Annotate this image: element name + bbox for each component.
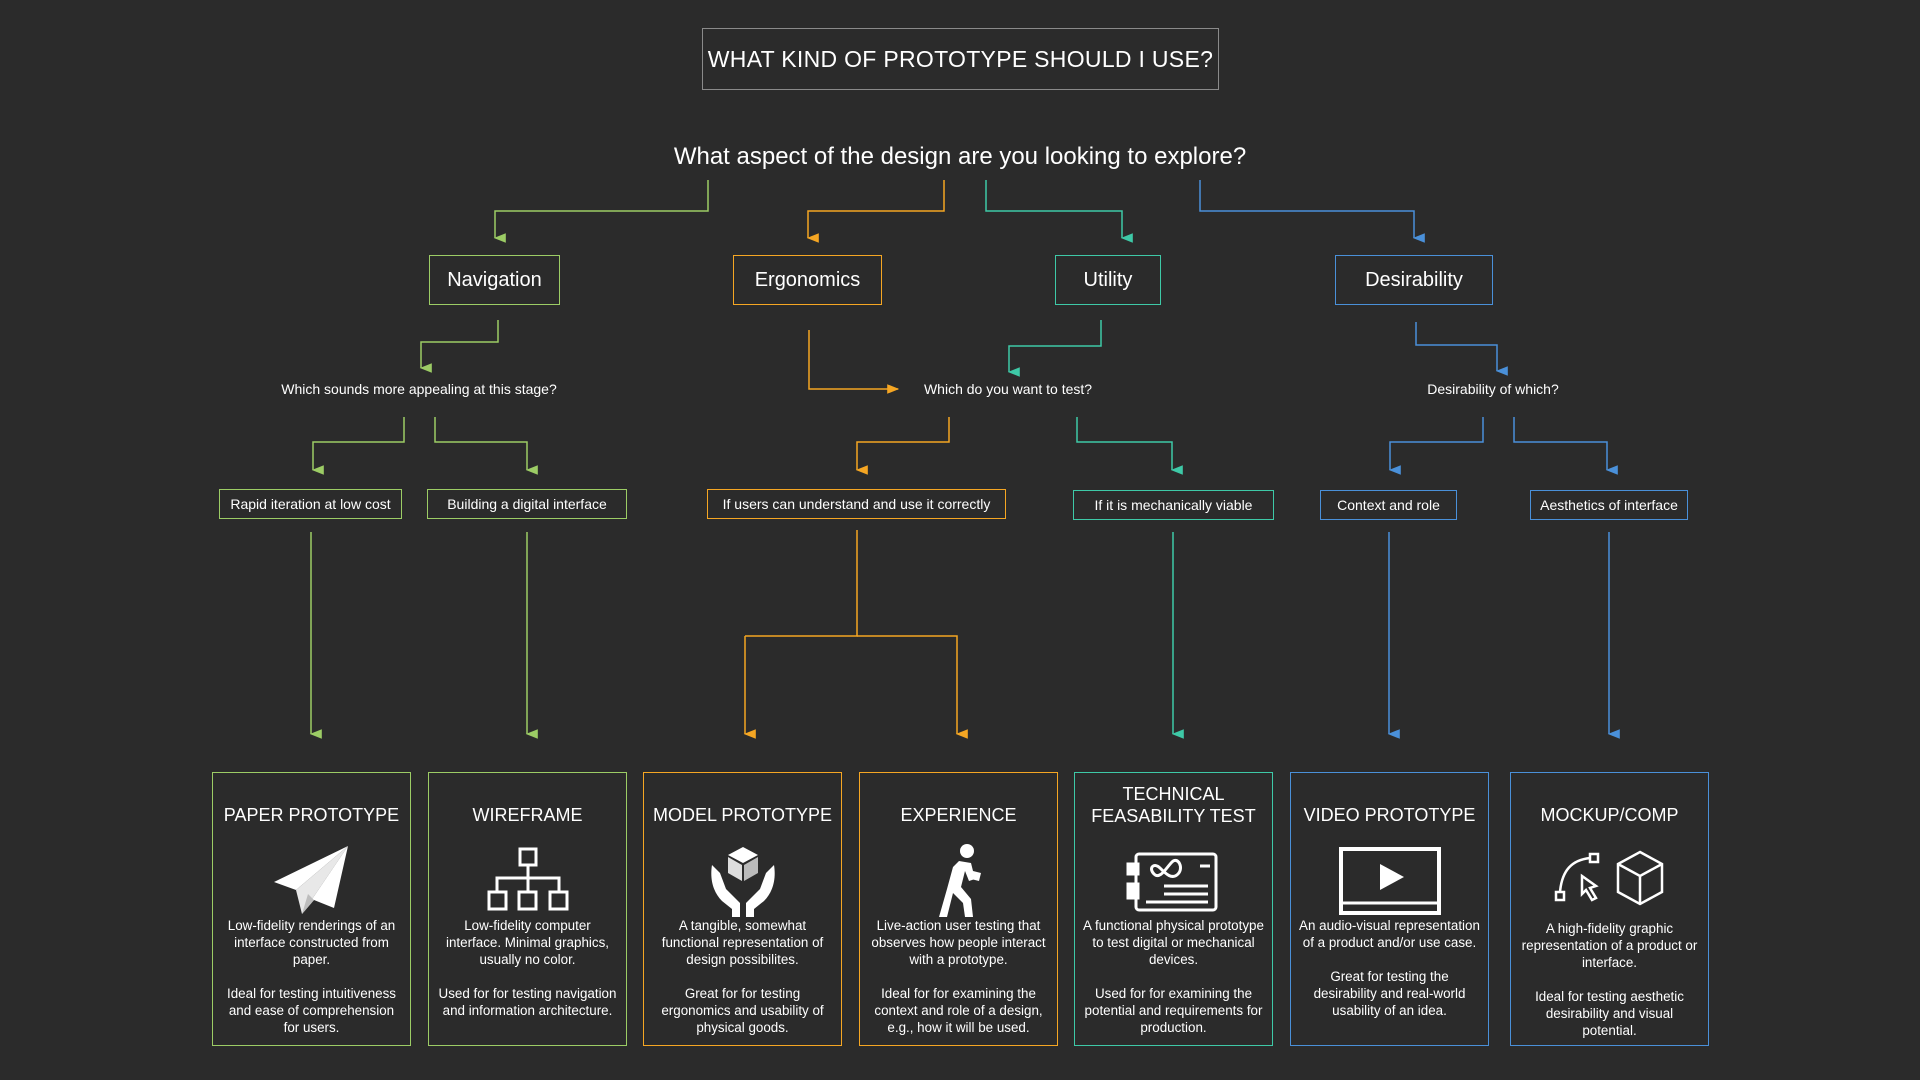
card-desc-usage: Used for for testing navigation and info… [438,986,617,1018]
option-aesthetics: Aesthetics of interface [1530,490,1688,520]
card-desc-usage: Great for for testing ergonomics and usa… [661,986,824,1035]
connector-ergonomics [806,180,945,243]
connector-ergo-question [808,330,900,394]
vector-cube-icon [1511,833,1708,929]
card-description: A high-fidelity graphic representation o… [1519,920,1700,1056]
connector-understand [855,417,950,475]
question-navigation: Which sounds more appealing at this stag… [281,381,557,397]
card-mockup-comp: MOCKUP/COMP A high-fidelity graphic repr… [1510,772,1709,1046]
card-title: MOCKUP/COMP [1540,805,1679,825]
connector-rapid [311,417,405,475]
question-test: Which do you want to test? [923,381,1093,397]
category-ergonomics: Ergonomics [733,255,882,305]
card-paper-prototype: PAPER PROTOTYPE Low-fidelity renderings … [212,772,411,1046]
card-desc-primary: Live-action user testing that observes h… [871,918,1046,967]
connector-utility-question [1007,320,1102,377]
card-description: Live-action user testing that observes h… [868,917,1049,1053]
card-title: WIREFRAME [472,805,583,825]
main-question: What aspect of the design are you lookin… [673,143,1247,170]
connector-understand-split [745,530,858,637]
option-mechanically-viable: If it is mechanically viable [1073,490,1274,520]
card-video-prototype: VIDEO PROTOTYPE An audio-visual represen… [1290,772,1489,1046]
page-title: WHAT KIND OF PROTOTYPE SHOULD I USE? [702,28,1219,90]
card-title: EXPERIENCE [900,805,1017,825]
card-desc-primary: A functional physical prototype to test … [1083,918,1264,967]
card-desc-primary: A tangible, somewhat functional represen… [661,918,824,967]
card-title: MODEL PROTOTYPE [652,805,833,825]
connector-context [1388,417,1484,475]
card-desc-primary: An audio-visual representation of a prod… [1299,918,1480,950]
card-desc-usage: Ideal for testing aesthetic desirability… [1535,989,1684,1038]
option-rapid-iteration: Rapid iteration at low cost [219,489,402,519]
connector-desirability [1199,180,1425,243]
card-description: An audio-visual representation of a prod… [1299,917,1480,1036]
category-utility: Utility [1055,255,1161,305]
connector-utility [985,180,1133,243]
card-desc-usage: Great for testing the desirability and r… [1313,969,1466,1018]
card-desc-usage: Ideal for testing intuitiveness and ease… [227,986,396,1035]
card-description: Low-fidelity renderings of an interface … [221,917,402,1053]
category-navigation: Navigation [429,255,560,305]
connector-digital [434,417,538,475]
option-digital-interface: Building a digital interface [427,489,627,519]
option-understand-use: If users can understand and use it corre… [707,489,1006,519]
card-desc-usage: Ideal for for examining the context and … [874,986,1043,1035]
card-desc-primary: Low-fidelity computer interface. Minimal… [446,918,609,967]
card-description: Low-fidelity computer interface. Minimal… [437,917,618,1036]
circuit-board-icon [1075,833,1272,929]
card-description: A tangible, somewhat functional represen… [652,917,833,1053]
connector-desir-question [1415,322,1508,376]
connector-mechanical [1076,417,1183,475]
card-experience: EXPERIENCE Live-action user testing that… [859,772,1058,1046]
question-desirability: Desirability of which? [1427,381,1559,397]
paper-plane-icon [213,833,410,929]
card-title: VIDEO PROTOTYPE [1303,805,1476,825]
option-context-role: Context and role [1320,490,1457,520]
card-description: A functional physical prototype to test … [1083,917,1264,1053]
card-title: PAPER PROTOTYPE [223,805,400,825]
card-title: TECHNICAL FEASABILITY TEST [1091,784,1256,826]
category-desirability: Desirability [1335,255,1493,305]
connector-nav-question [419,320,499,373]
connector-navigation [493,180,709,243]
card-model-prototype: MODEL PROTOTYPE A tangible, somewhat fun… [643,772,842,1046]
connector-aesthetics [1513,417,1618,475]
hands-cube-icon [644,833,841,929]
card-desc-primary: A high-fidelity graphic representation o… [1521,921,1698,970]
card-desc-usage: Used for for examining the potential and… [1084,986,1263,1035]
connector-experience [857,635,968,739]
card-technical-feasability: TECHNICAL FEASABILITY TEST A functional … [1074,772,1273,1046]
card-wireframe: WIREFRAME Low-fidelity computer interfac… [428,772,627,1046]
walking-person-icon [860,833,1057,929]
card-desc-primary: Low-fidelity renderings of an interface … [227,918,396,967]
sitemap-icon [429,833,626,929]
video-play-icon [1291,833,1488,929]
